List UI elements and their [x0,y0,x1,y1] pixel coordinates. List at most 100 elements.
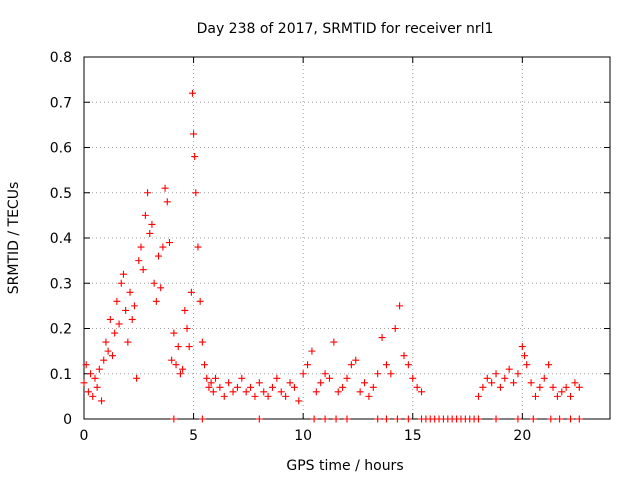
x-tick-label: 0 [80,428,89,444]
data-point [295,397,303,405]
data-point [382,361,390,369]
y-tick-label: 0.4 [50,231,72,247]
data-point [330,338,338,346]
data-point [192,189,200,197]
data-point [575,415,583,423]
data-point [391,325,399,332]
y-tick-label: 0.3 [50,276,72,292]
x-tick-label: 5 [189,428,198,444]
data-point [321,370,329,378]
data-point [146,229,154,237]
data-point [514,370,522,378]
data-point [553,392,561,400]
data-point [475,392,482,400]
data-point [95,365,103,373]
data-point [475,415,482,423]
data-point [128,315,136,323]
data-point [334,388,342,396]
x-tick-label: 10 [294,428,312,444]
data-point [558,388,566,396]
data-point [310,415,318,423]
data-point [400,352,408,360]
data-point [198,415,206,423]
data-point [190,130,198,138]
data-point [183,325,191,332]
data-point [150,279,158,287]
data-point [347,361,355,369]
data-point [225,379,233,387]
data-point [108,352,116,360]
data-point [124,338,132,346]
data-point [387,370,395,378]
data-point [286,379,294,387]
y-axis-label: SRMTID / TECUs [6,182,22,295]
data-point [492,415,500,423]
data-point [170,415,178,423]
data-point [575,383,583,391]
data-points [80,89,583,423]
data-point [317,379,325,387]
data-point [496,383,504,391]
data-point [106,315,114,323]
data-point [527,379,535,387]
data-point [87,370,95,378]
data-point [84,388,92,396]
data-point [179,365,187,373]
y-tick-label: 0.5 [50,186,72,202]
data-point [161,184,169,192]
data-point [176,370,184,378]
data-point [172,361,180,369]
data-point [536,383,544,391]
ticks: 0 5 10 15 20 0 0.1 0.2 0.3 0.4 0.5 0.6 0.7 0.8 [50,50,610,444]
y-tick-label: 0.6 [50,141,72,157]
data-point [168,356,176,364]
data-point [229,388,237,396]
data-point [80,379,88,387]
data-point [374,415,382,423]
data-point [194,243,202,251]
data-point [242,388,250,396]
data-point [181,306,189,314]
data-point [488,379,496,387]
data-point [155,252,163,260]
data-point [115,320,123,328]
data-point [556,415,564,423]
data-point [203,374,211,382]
data-point [529,415,537,423]
data-point [89,392,97,400]
data-point [212,374,219,382]
data-point [255,415,263,423]
data-point [518,343,526,351]
data-point [251,392,259,400]
data-point [361,379,369,387]
data-point [409,374,417,382]
data-point [510,379,518,387]
data-point [547,415,555,423]
data-point [505,365,513,373]
data-point [352,356,360,364]
data-point [545,361,553,369]
y-tick-label: 0.1 [50,367,72,383]
data-point [144,189,152,197]
data-point [378,334,386,342]
data-point [308,347,316,355]
data-point [135,257,143,265]
data-point [413,383,421,391]
data-point [290,383,298,391]
data-point [152,297,160,305]
y-tick-label: 0.2 [50,322,72,338]
data-point [170,329,178,337]
data-point [191,153,199,161]
data-point [126,288,134,296]
data-point [247,383,255,391]
data-point [369,383,377,391]
data-point [268,383,276,391]
data-point [111,329,119,337]
data-point [343,415,351,423]
data-point [157,284,165,292]
data-point [93,383,101,391]
data-point [325,374,333,382]
data-point [133,374,141,382]
data-point [141,211,149,219]
data-point [104,347,112,355]
